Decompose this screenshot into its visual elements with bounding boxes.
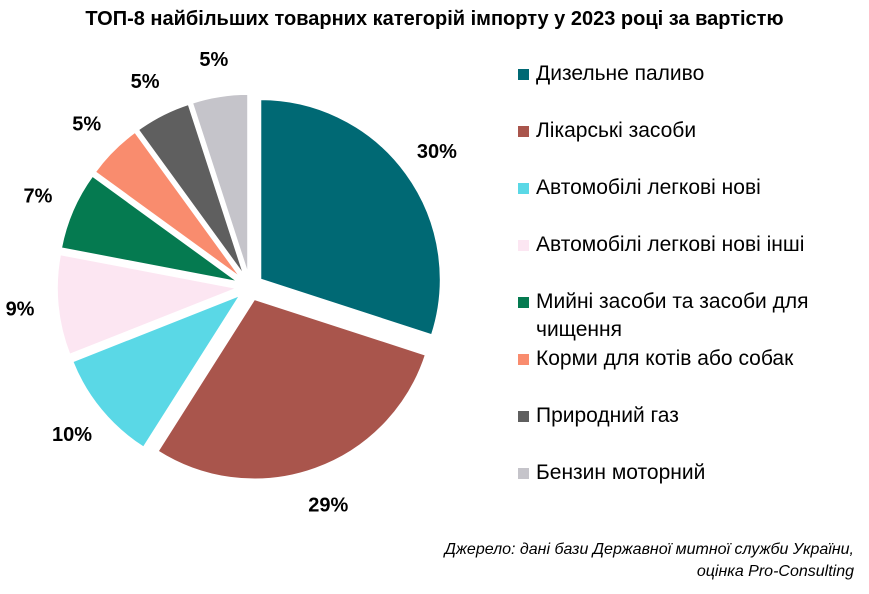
source-note: Джерело: дані бази Державної митної служ… bbox=[334, 539, 854, 583]
pie-slice-7 bbox=[137, 103, 245, 276]
pie-slices bbox=[56, 93, 442, 480]
data-label-4: 9% bbox=[6, 299, 35, 321]
legend-swatch bbox=[518, 69, 529, 80]
data-label-5: 7% bbox=[24, 185, 53, 207]
data-label-2: 29% bbox=[308, 494, 348, 516]
legend-swatch bbox=[518, 297, 529, 308]
legend-label: Автомобілі легкові нові інші bbox=[536, 233, 805, 256]
pie-slice-5 bbox=[60, 174, 239, 283]
pie-slice-6 bbox=[94, 131, 242, 279]
legend-swatch bbox=[518, 126, 529, 137]
legend-label: Природний газ bbox=[536, 404, 679, 427]
legend-swatch bbox=[518, 183, 529, 194]
source-line-1: Джерело: дані бази Державної митної служ… bbox=[444, 541, 854, 558]
legend-swatch bbox=[518, 240, 529, 251]
chart-legend: Дизельне паливо Лікарські засоби Автомобіл… bbox=[518, 0, 863, 520]
legend-label: Корми для котів або собак bbox=[536, 347, 794, 370]
data-label-3: 10% bbox=[52, 424, 92, 446]
pie-slice-4 bbox=[56, 253, 240, 356]
legend-label: Автомобілі легкові нові bbox=[536, 176, 761, 199]
chart-title: ТОП-8 найбільших товарних категорій імпо… bbox=[85, 8, 784, 30]
pie-data-labels: 30% 29% 10% 9% 7% 5% 5% 5% bbox=[6, 49, 458, 516]
legend-label: Лікарські засоби bbox=[536, 119, 697, 142]
legend-swatch bbox=[518, 354, 529, 365]
pie-slice-1 bbox=[259, 98, 442, 336]
data-label-7: 5% bbox=[131, 71, 160, 93]
data-label-6: 5% bbox=[72, 114, 101, 136]
legend-label: Дизельне паливо bbox=[536, 62, 705, 85]
data-label-1: 30% bbox=[417, 141, 457, 163]
legend-swatch bbox=[518, 468, 529, 479]
data-label-8: 5% bbox=[199, 49, 228, 71]
pie-slice-3 bbox=[71, 293, 242, 449]
pie-slice-8 bbox=[191, 93, 249, 275]
legend-swatch bbox=[518, 411, 529, 422]
source-line-2: оцінка Pro-Consulting bbox=[696, 563, 854, 580]
pie-slice-2 bbox=[156, 298, 427, 480]
legend-label: Бензин моторний bbox=[536, 461, 706, 484]
legend-label: Мийні засоби та засоби для чищення bbox=[536, 290, 809, 341]
